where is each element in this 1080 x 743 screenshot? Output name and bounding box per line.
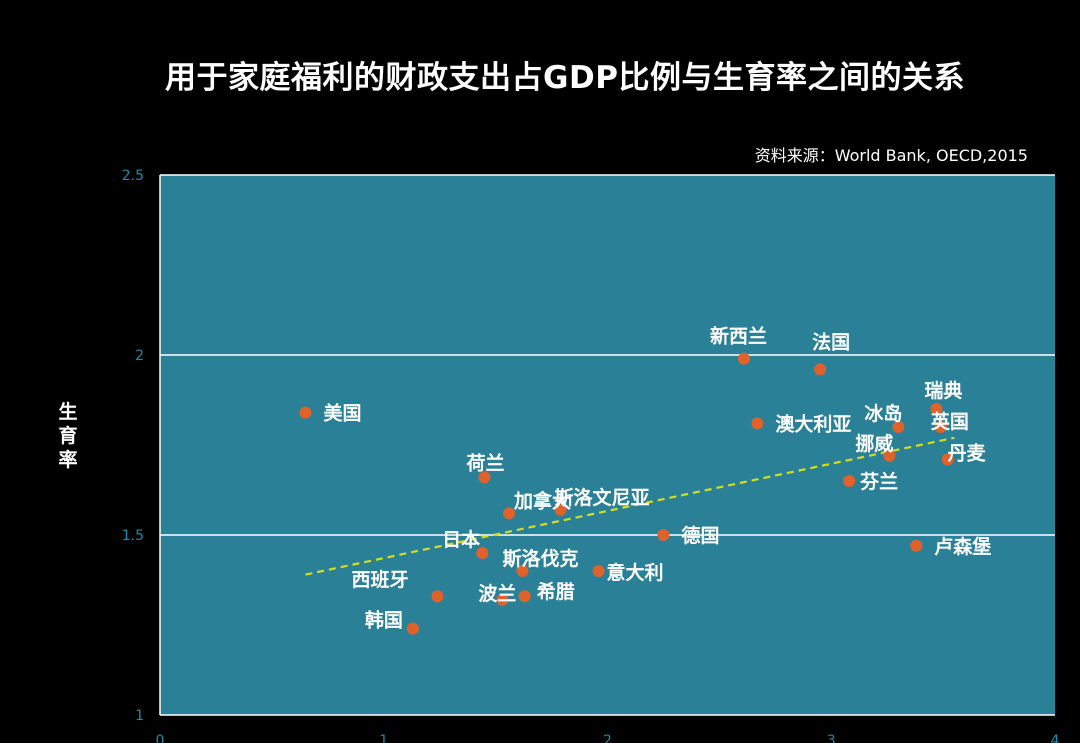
data-point xyxy=(814,363,827,376)
y-tick-label: 2 xyxy=(135,348,144,364)
data-point xyxy=(431,590,444,603)
point-label: 西班牙 xyxy=(351,568,408,591)
point-label: 日本 xyxy=(442,528,480,551)
data-point xyxy=(299,406,312,419)
point-label: 韩国 xyxy=(365,609,403,632)
point-label: 芬兰 xyxy=(859,470,898,493)
data-point xyxy=(518,590,531,603)
data-point xyxy=(930,403,943,415)
trendline xyxy=(305,436,955,576)
point-label: 希腊 xyxy=(537,580,575,603)
point-label: 挪威 xyxy=(855,432,893,455)
point-label: 瑞典 xyxy=(924,379,962,402)
data-point xyxy=(751,417,764,430)
data-point xyxy=(934,421,947,433)
y-ticks: 1 1.5 2 2.5 xyxy=(122,168,144,724)
point-label: 德国 xyxy=(681,524,719,547)
point-label: 荷兰 xyxy=(466,451,504,474)
data-points xyxy=(299,352,954,635)
data-point xyxy=(406,622,419,635)
data-point xyxy=(843,475,856,487)
point-label: 新西兰 xyxy=(710,325,767,348)
data-point xyxy=(883,449,896,462)
gridlines xyxy=(160,174,1055,716)
x-tick-label: 1 xyxy=(379,733,388,743)
y-axis-label-char: 率 xyxy=(58,449,78,471)
data-point xyxy=(737,352,750,365)
data-point xyxy=(478,471,491,484)
x-tick-label: 3 xyxy=(827,733,836,743)
point-label: 卢森堡 xyxy=(934,535,991,558)
point-label: 丹麦 xyxy=(948,441,987,464)
data-point xyxy=(496,593,509,606)
data-point xyxy=(941,453,954,466)
y-tick-label: 2.5 xyxy=(122,168,144,184)
y-axis-label: 生育率 xyxy=(56,400,80,472)
data-point xyxy=(476,547,489,559)
point-label: 冰岛 xyxy=(864,402,902,425)
x-tick-label: 2 xyxy=(603,733,612,743)
point-label: 法国 xyxy=(812,330,850,353)
point-label: 美国 xyxy=(323,402,361,425)
data-point xyxy=(657,529,670,541)
data-point xyxy=(592,565,605,577)
point-label: 斯洛文尼亚 xyxy=(555,486,650,509)
point-label: 意大利 xyxy=(607,561,664,584)
chart-title: 用于家庭福利的财政支出占GDP比例与生育率之间的关系 xyxy=(165,60,965,96)
data-point xyxy=(516,565,529,577)
trendline-group xyxy=(305,436,955,576)
x-ticks: 0 1 2 3 4 xyxy=(156,733,1060,743)
y-tick-label: 1.5 xyxy=(122,528,144,544)
point-label: 英国 xyxy=(931,410,969,433)
y-axis-label-char: 生 xyxy=(58,401,78,423)
source-note: 资料来源：World Bank, OECD,2015 xyxy=(754,146,1028,165)
x-tick-label: 0 xyxy=(156,733,165,743)
y-tick-label: 1 xyxy=(135,708,144,724)
data-point xyxy=(503,507,516,520)
data-point xyxy=(910,539,923,552)
data-point xyxy=(554,503,567,516)
point-label: 斯洛伐克 xyxy=(502,547,578,570)
point-label: 加拿大 xyxy=(513,489,571,512)
point-label: 澳大利亚 xyxy=(775,412,851,435)
y-axis-label-char: 育 xyxy=(58,425,78,447)
plot-area xyxy=(160,175,1055,715)
point-label: 波兰 xyxy=(478,582,516,605)
x-tick-label: 4 xyxy=(1051,733,1060,743)
data-point xyxy=(892,421,905,433)
